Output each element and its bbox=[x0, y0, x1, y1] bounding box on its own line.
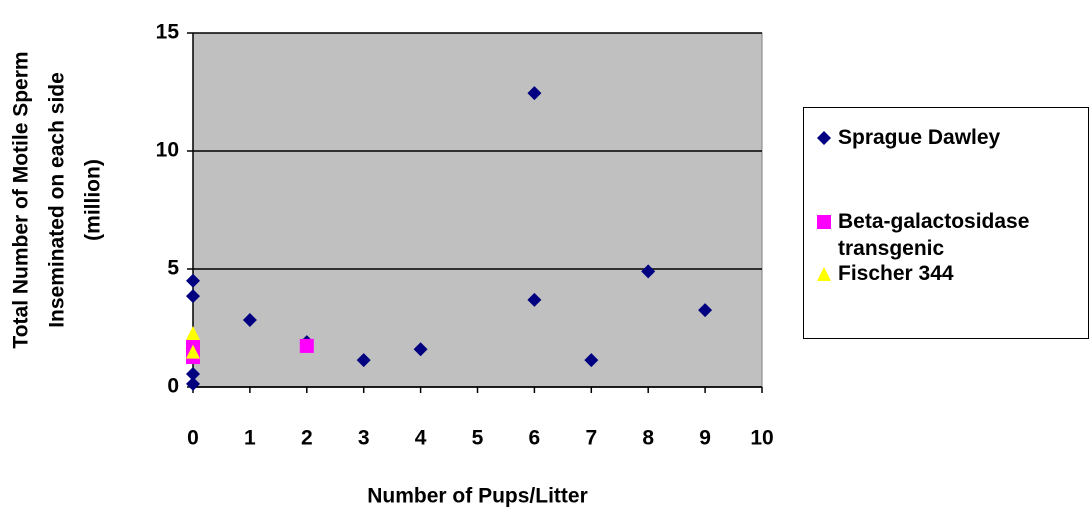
legend-marker bbox=[817, 131, 831, 145]
point bbox=[356, 353, 371, 368]
legend-marker bbox=[817, 267, 831, 281]
y-tick-label: 15 bbox=[156, 21, 180, 44]
legend-label: Sprague Dawley bbox=[838, 126, 1001, 149]
legend-item: Beta-galactosidase transgenic bbox=[816, 208, 1086, 262]
point bbox=[413, 342, 428, 357]
point bbox=[817, 267, 831, 281]
point bbox=[527, 86, 542, 101]
legend-label: Beta-galactosidase transgenic bbox=[838, 210, 1030, 260]
y-tick-label: 5 bbox=[167, 257, 179, 280]
legend-label: Fischer 344 bbox=[838, 262, 954, 285]
point bbox=[186, 344, 200, 359]
point bbox=[817, 215, 831, 229]
x-tick-label: 6 bbox=[529, 427, 541, 450]
plot-area bbox=[192, 32, 763, 388]
point bbox=[641, 264, 656, 279]
legend-marker bbox=[817, 215, 831, 229]
y-axis-label: Inseminated on each side bbox=[46, 72, 69, 328]
point bbox=[584, 353, 599, 368]
legend: Sprague Dawley Beta-galactosidase transge… bbox=[803, 107, 1089, 339]
x-tick-label: 3 bbox=[358, 427, 370, 450]
point bbox=[186, 367, 200, 382]
point bbox=[242, 312, 257, 327]
x-tick-label: 7 bbox=[585, 427, 597, 450]
x-tick-label: 9 bbox=[699, 427, 711, 450]
legend-item: Fischer 344 bbox=[816, 260, 1086, 287]
point bbox=[527, 292, 542, 307]
x-tick-label: 5 bbox=[472, 427, 484, 450]
x-tick-label: 1 bbox=[244, 427, 256, 450]
x-axis-label: Number of Pups/Litter bbox=[367, 485, 588, 508]
x-tick-label: 10 bbox=[750, 427, 773, 450]
x-tick-label: 4 bbox=[415, 427, 427, 450]
y-axis-label: Total Number of Motile Sperm bbox=[10, 51, 33, 348]
point bbox=[698, 303, 713, 318]
x-tick-label: 2 bbox=[301, 427, 313, 450]
legend-item: Sprague Dawley bbox=[816, 124, 1086, 151]
point bbox=[186, 289, 200, 304]
y-tick-label: 0 bbox=[167, 375, 179, 398]
y-tick-label: 10 bbox=[156, 139, 179, 162]
point bbox=[186, 325, 200, 340]
point bbox=[186, 273, 200, 288]
point bbox=[186, 376, 200, 391]
point bbox=[299, 338, 314, 353]
point bbox=[817, 131, 831, 145]
y-axis-label: (million) bbox=[82, 159, 105, 241]
x-tick-label: 0 bbox=[187, 427, 199, 450]
x-tick-label: 8 bbox=[642, 427, 654, 450]
